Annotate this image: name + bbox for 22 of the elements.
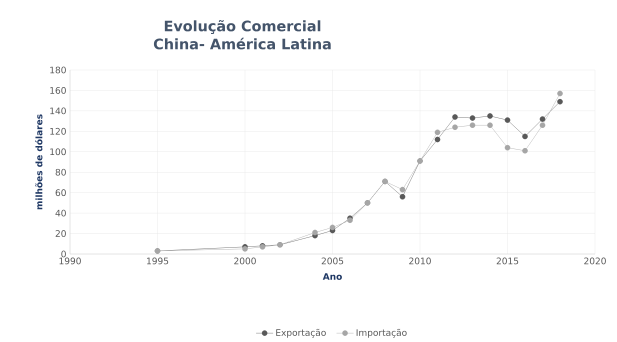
x-tick-label: 1990 (60, 258, 81, 264)
y-tick-label: 80 (56, 168, 66, 176)
x-tick-label: 2020 (584, 258, 606, 264)
y-tick-label: 120 (50, 128, 66, 135)
x-axis-title: Ano (322, 273, 342, 280)
y-tick-label: 160 (50, 87, 66, 94)
x-tick-label: 2010 (409, 258, 431, 264)
y-tick-label: 0 (61, 250, 66, 258)
x-tick-label: 2005 (322, 258, 344, 264)
y-axis-title: milhões de dólares (35, 114, 42, 210)
legend-label: Importação (356, 328, 407, 338)
x-tick-label: 1995 (147, 258, 168, 264)
y-tick-label: 40 (55, 210, 66, 217)
x-tick-label: 2000 (234, 258, 256, 264)
x-tick-label: 2015 (496, 258, 518, 264)
legend-label: Exportação (276, 328, 326, 338)
y-tick-label: 20 (56, 230, 66, 237)
y-tick-label: 100 (50, 148, 66, 156)
y-tick-label: 140 (50, 107, 66, 114)
chart-title: Evolução Comercial China- América Latina (154, 20, 331, 50)
y-tick-label: 180 (50, 66, 66, 74)
y-tick-label: 60 (56, 189, 66, 196)
